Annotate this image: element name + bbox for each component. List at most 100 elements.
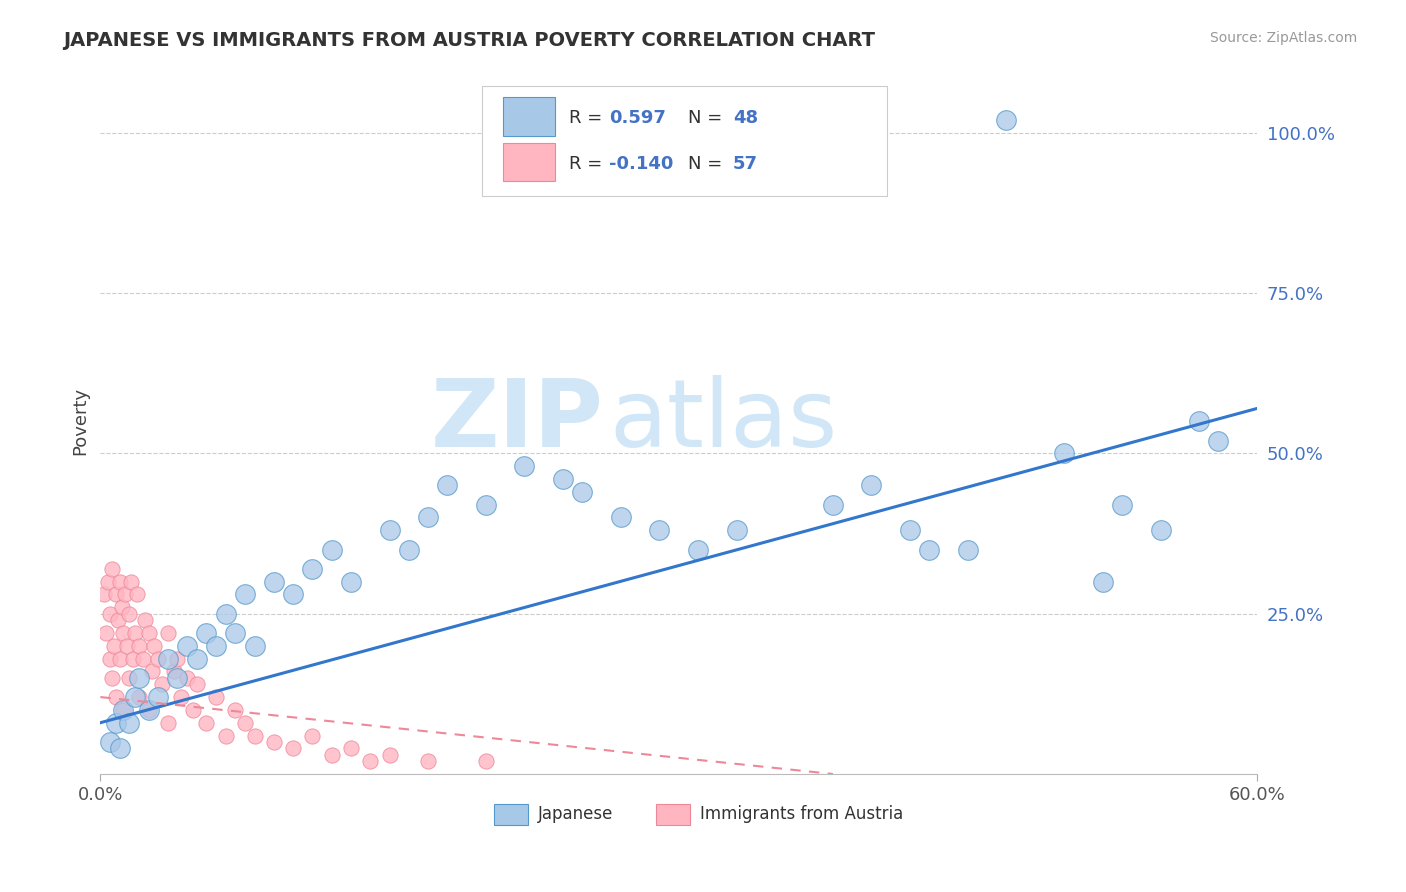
Point [186,677,208,691]
Point [1053,446,1076,460]
Point [112,626,135,640]
Point [118,671,141,685]
Point [340,574,363,589]
Point [378,524,401,538]
Point [205,690,228,704]
Point [205,639,228,653]
Point [1091,574,1114,589]
Point [138,703,160,717]
Point [243,639,266,653]
Text: Japanese: Japanese [537,805,613,823]
Text: atlas: atlas [609,376,838,467]
Point [263,735,285,749]
Point [475,754,498,768]
Point [233,715,256,730]
Point [301,729,323,743]
Point [321,542,343,557]
Point [104,587,127,601]
Point [263,574,285,589]
Point [124,626,146,640]
Point [648,524,671,538]
Point [110,600,132,615]
Point [513,459,536,474]
Point [821,498,844,512]
Point [181,703,204,717]
Point [551,472,574,486]
Text: 48: 48 [733,109,758,127]
Text: Source: ZipAtlas.com: Source: ZipAtlas.com [1209,31,1357,45]
Point [166,671,188,685]
Point [138,703,160,717]
Bar [503,96,555,136]
Point [233,587,256,601]
Text: 57: 57 [733,155,758,173]
Text: 0.597: 0.597 [609,109,666,127]
Point [138,626,160,640]
Text: Immigrants from Austria: Immigrants from Austria [700,805,903,823]
Point [108,574,131,589]
Point [170,690,193,704]
Point [108,651,131,665]
Point [128,671,150,685]
Point [1188,414,1211,428]
Point [378,747,401,762]
Point [108,741,131,756]
Point [224,703,246,717]
Point [98,735,121,749]
Point [98,651,121,665]
Point [195,626,218,640]
FancyBboxPatch shape [482,87,887,195]
Text: JAPANESE VS IMMIGRANTS FROM AUSTRIA POVERTY CORRELATION CHART: JAPANESE VS IMMIGRANTS FROM AUSTRIA POVE… [63,31,876,50]
Point [995,112,1018,127]
Point [1111,498,1133,512]
Point [114,587,136,601]
Point [112,703,135,717]
Point [148,651,170,665]
Point [918,542,941,557]
Point [281,587,304,601]
Point [166,651,188,665]
Text: -0.140: -0.140 [609,155,673,173]
Point [281,741,304,756]
Point [321,747,343,762]
Point [162,665,184,679]
Point [571,484,593,499]
Point [156,651,179,665]
Point [359,754,381,768]
Point [148,690,170,704]
Point [195,715,218,730]
Point [132,651,155,665]
Point [416,510,439,524]
Point [898,524,921,538]
Point [186,651,208,665]
Point [125,587,148,601]
Point [94,626,117,640]
Bar [655,804,690,825]
Point [301,562,323,576]
Point [118,715,141,730]
Point [104,715,127,730]
Point [398,542,420,557]
Y-axis label: Poverty: Poverty [72,387,89,455]
Point [243,729,266,743]
Point [124,690,146,704]
Point [98,607,121,621]
Text: N =: N = [688,155,728,173]
Point [117,639,139,653]
Point [97,574,120,589]
Point [340,741,363,756]
Point [112,703,135,717]
Point [93,587,115,601]
Point [118,607,141,621]
Point [1208,434,1230,448]
Point [214,729,236,743]
Point [101,671,124,685]
Point [141,665,163,679]
Point [860,478,883,492]
Point [416,754,439,768]
Point [725,524,748,538]
Point [610,510,633,524]
Text: ZIP: ZIP [430,376,603,467]
Point [104,690,127,704]
Point [686,542,709,557]
